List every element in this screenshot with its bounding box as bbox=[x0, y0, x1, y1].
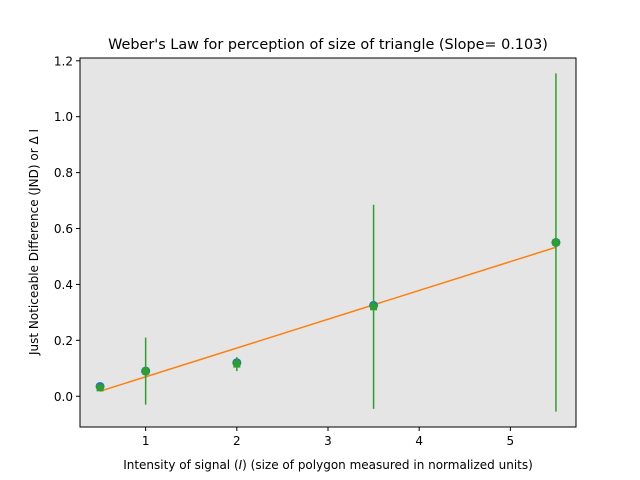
x-tick-label: 3 bbox=[324, 434, 332, 448]
plot-frame bbox=[79, 57, 577, 428]
fit-line bbox=[99, 246, 557, 392]
x-axis-label-suffix: ) (size of polygon measured in normalize… bbox=[242, 458, 533, 472]
fit-line-layer bbox=[99, 246, 557, 392]
y-tick-label: 0.6 bbox=[54, 222, 73, 236]
y-tick-label: 0.2 bbox=[54, 334, 73, 348]
error-bar-marker bbox=[370, 303, 378, 311]
y-tick-label: 0.0 bbox=[54, 390, 73, 404]
error-bar-marker bbox=[233, 360, 241, 368]
x-tick-label: 1 bbox=[142, 434, 150, 448]
error-bar-marker bbox=[142, 367, 150, 375]
y-tick-label: 0.8 bbox=[54, 166, 73, 180]
y-tick-label: 0.4 bbox=[54, 278, 73, 292]
y-axis-label: Just Noticeable Difference (JND) or Δ I bbox=[27, 129, 41, 356]
x-tick-label: 5 bbox=[507, 434, 515, 448]
axes-ticks: 1 2 3 4 5 0.0 0.2 0.4 0.6 0.8 1.0 1.2 bbox=[54, 54, 514, 448]
x-axis-label: Intensity of signal (I) (size of polygon… bbox=[123, 458, 533, 472]
x-axis-label-prefix: Intensity of signal ( bbox=[123, 458, 238, 472]
x-tick-label: 2 bbox=[233, 434, 241, 448]
data-point-layer bbox=[96, 73, 560, 412]
y-tick-label: 1.2 bbox=[54, 54, 73, 68]
error-bar-marker bbox=[96, 384, 104, 392]
x-tick-label: 4 bbox=[415, 434, 423, 448]
chart-title: Weber's Law for perception of size of tr… bbox=[108, 37, 548, 53]
plot-background bbox=[80, 58, 576, 427]
y-tick-label: 1.0 bbox=[54, 110, 73, 124]
error-bar-marker bbox=[552, 239, 560, 246]
x-axis-label-variable: I bbox=[239, 458, 243, 472]
